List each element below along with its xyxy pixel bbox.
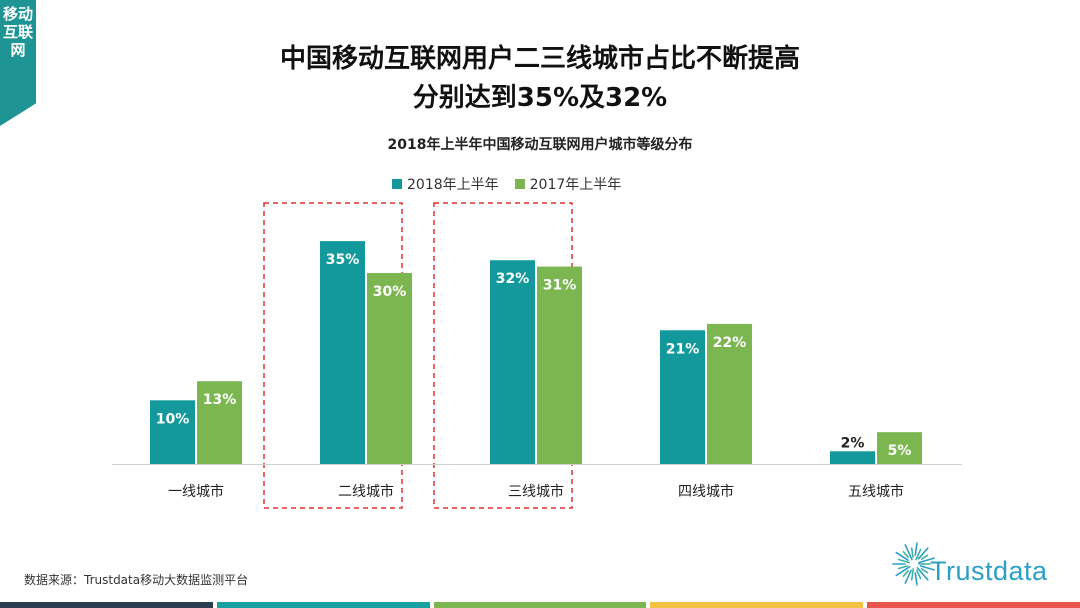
footer-segment bbox=[433, 602, 647, 608]
bar bbox=[537, 266, 582, 464]
logo-ray bbox=[915, 548, 922, 561]
logo-ray bbox=[904, 569, 912, 584]
x-tick-label: 二线城市 bbox=[338, 483, 394, 500]
data-label: 22% bbox=[713, 335, 747, 351]
bar bbox=[877, 432, 922, 464]
trustdata-logo-text: Trustdata bbox=[930, 556, 1048, 586]
x-tick-label: 一线城市 bbox=[168, 483, 224, 500]
data-label: 2% bbox=[841, 435, 865, 451]
logo-ray bbox=[910, 547, 914, 558]
logo-ray bbox=[895, 551, 909, 562]
data-label: 10% bbox=[156, 411, 190, 427]
bar bbox=[320, 241, 365, 464]
data-source-note: 数据来源：Trustdata移动大数据监测平台 bbox=[24, 573, 249, 587]
logo-ray bbox=[904, 544, 913, 561]
data-label: 21% bbox=[666, 341, 700, 357]
data-label: 32% bbox=[496, 271, 530, 287]
logo-ray bbox=[895, 565, 911, 577]
x-tick-label: 四线城市 bbox=[678, 483, 734, 500]
data-label: 31% bbox=[543, 278, 577, 294]
footer-segment bbox=[650, 602, 864, 608]
trustdata-logo-icon bbox=[892, 542, 935, 586]
legend-label-2017: 2017年上半年 bbox=[529, 177, 622, 193]
logo-ray bbox=[920, 554, 929, 560]
logo-ray bbox=[918, 557, 935, 564]
logo-ray bbox=[914, 572, 918, 586]
legend-swatch-2017 bbox=[514, 179, 525, 189]
footer-segment bbox=[216, 602, 430, 608]
bar bbox=[707, 323, 752, 464]
logo-ray bbox=[916, 569, 922, 580]
legend-label-2018: 2018年上半年 bbox=[407, 177, 499, 193]
bar bbox=[150, 400, 195, 464]
page-title-line2: 分别达到35%及32% bbox=[412, 83, 668, 113]
bar bbox=[490, 260, 535, 464]
bar bbox=[367, 272, 412, 464]
data-label: 35% bbox=[326, 252, 360, 268]
legend-item-2017: 2017年上半年 bbox=[514, 174, 622, 194]
logo-ray bbox=[902, 570, 909, 577]
section-tab-label: 移动互联网 bbox=[3, 5, 34, 59]
bar bbox=[197, 381, 242, 464]
data-label: 13% bbox=[203, 392, 237, 408]
chart-title: 2018年上半年中国移动互联网用户城市等级分布 bbox=[387, 137, 693, 153]
logo-ray bbox=[916, 566, 929, 581]
data-label: 30% bbox=[373, 284, 407, 300]
footer-segment bbox=[0, 602, 213, 608]
x-tick-label: 五线城市 bbox=[848, 483, 904, 500]
chart-legend: 2018年上半年 2017年上半年 bbox=[392, 175, 637, 193]
legend-swatch-2018 bbox=[392, 179, 402, 189]
data-label: 5% bbox=[888, 443, 912, 459]
logo-ray bbox=[897, 565, 909, 570]
bar bbox=[660, 330, 705, 464]
legend-item-2018: 2018年上半年 bbox=[392, 174, 499, 194]
logo-ray bbox=[902, 551, 909, 558]
logo-ray bbox=[917, 547, 929, 560]
logo-ray bbox=[910, 568, 915, 581]
x-tick-label: 三线城市 bbox=[508, 483, 564, 500]
logo-ray bbox=[920, 568, 929, 574]
footer-segment bbox=[867, 602, 1080, 608]
logo-ray bbox=[919, 565, 935, 571]
page-title-line1: 中国移动互联网用户二三线城市占比不断提高 bbox=[279, 44, 800, 74]
logo-ray bbox=[897, 558, 910, 564]
logo-ray bbox=[914, 542, 918, 556]
bar bbox=[830, 451, 875, 464]
section-tab: 移动互联网 bbox=[0, 0, 36, 126]
footer-color-bar bbox=[0, 602, 1080, 608]
